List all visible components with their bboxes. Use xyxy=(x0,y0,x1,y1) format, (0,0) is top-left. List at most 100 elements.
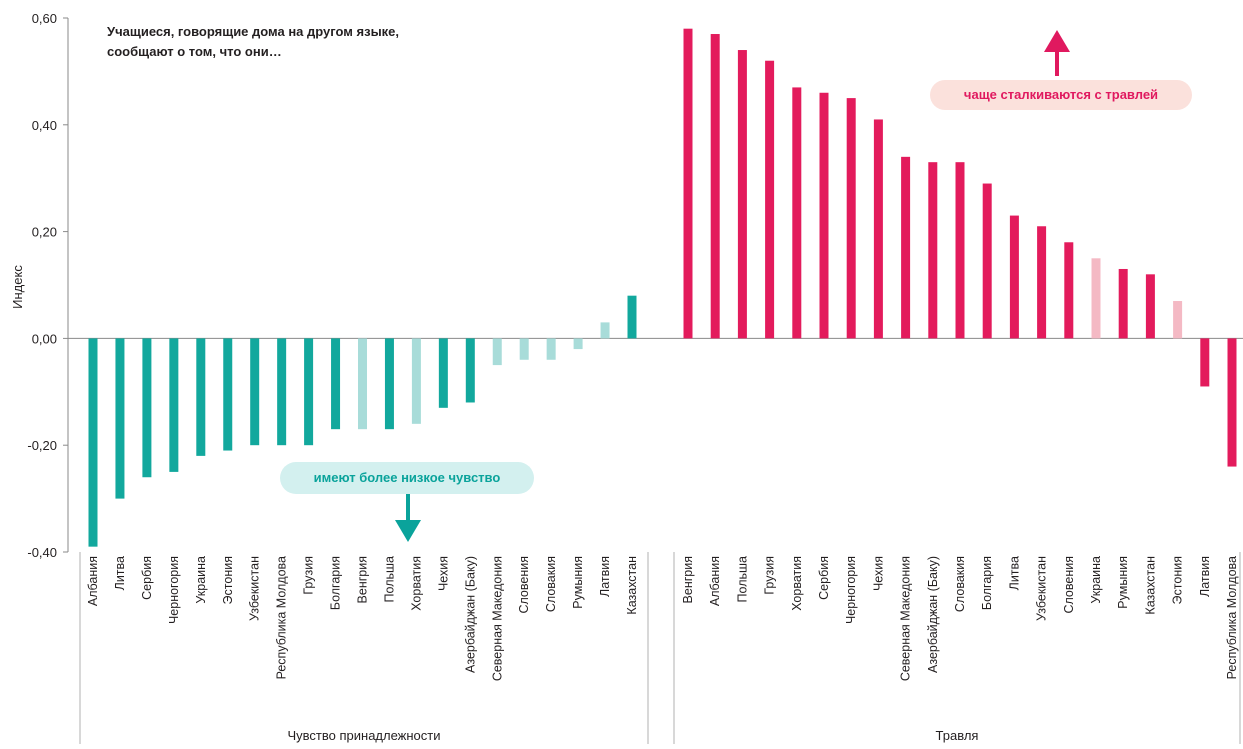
x-tick-label: Латвия xyxy=(1198,556,1212,597)
bar xyxy=(737,50,747,339)
bar xyxy=(358,338,367,430)
x-tick-label: Болгария xyxy=(980,556,994,610)
x-tick-label: Словения xyxy=(517,556,531,614)
bar xyxy=(1064,242,1074,339)
bar xyxy=(250,338,260,446)
x-tick-label: Украина xyxy=(1089,556,1103,604)
bar xyxy=(955,162,965,339)
bar xyxy=(331,338,341,430)
bar xyxy=(411,338,421,424)
x-tick-label: Украина xyxy=(194,556,208,604)
bar xyxy=(1037,226,1047,339)
x-tick-label: Азербайджан (Баку) xyxy=(463,556,477,673)
x-tick-label: Узбекистан xyxy=(248,556,262,621)
x-tick-label: Сербия xyxy=(817,556,831,600)
bar xyxy=(627,295,637,339)
bar xyxy=(928,162,938,339)
x-tick-label: Эстония xyxy=(1171,556,1185,604)
group-title: Травля xyxy=(936,728,979,743)
axes xyxy=(63,17,1243,744)
x-tick-label: Словакия xyxy=(953,556,967,612)
x-tick-label: Венгрия xyxy=(681,556,695,603)
y-tick-label: -0,40 xyxy=(27,545,57,560)
x-tick-label: Болгария xyxy=(329,556,343,610)
bar xyxy=(1200,338,1210,387)
bar xyxy=(438,338,448,408)
x-tick-label: Польша xyxy=(382,556,396,602)
chart-note-line-1: Учащиеся, говорящие дома на другом языке… xyxy=(107,24,400,39)
bar xyxy=(819,92,829,339)
x-tick-label: Азербайджан (Баку) xyxy=(926,556,940,673)
chart-note: Учащиеся, говорящие дома на другом языке… xyxy=(107,22,437,62)
bar xyxy=(546,338,556,360)
x-tick-label: Албания xyxy=(708,556,722,606)
x-tick-label: Казахстан xyxy=(625,556,639,615)
y-tick-label: 0,40 xyxy=(32,118,57,133)
group-title: Чувство принадлежности xyxy=(288,728,441,743)
bar xyxy=(1145,274,1155,339)
bar xyxy=(169,338,179,472)
bullying-annotation: чаще сталкиваются с травлей xyxy=(930,80,1192,110)
labels: -0,40 -0,20 0,00 0,20 0,40 0,60 Индекс Албания Л… xyxy=(10,11,1239,743)
x-tick-label: Венгрия xyxy=(356,556,370,603)
x-tick-label: Чехия xyxy=(871,556,885,591)
bar xyxy=(492,338,502,366)
bar xyxy=(710,34,720,339)
bar xyxy=(901,156,911,339)
bar xyxy=(88,338,98,547)
x-tick-label: Черногория xyxy=(844,556,858,624)
x-tick-label: Словения xyxy=(1062,556,1076,614)
x-tick-label: Литва xyxy=(1007,556,1021,590)
down-arrow-head-icon xyxy=(395,520,421,542)
y-tick-label: 0,20 xyxy=(32,225,57,240)
x-tick-label: Грузия xyxy=(302,556,316,595)
bar xyxy=(196,338,206,456)
x-tick-label: Республика Молдова xyxy=(275,556,289,679)
bar xyxy=(573,338,583,350)
x-tick-label: Хорватия xyxy=(790,556,804,611)
x-tick-label: Литва xyxy=(113,556,127,590)
x-tick-label: Грузия xyxy=(763,556,777,595)
bar xyxy=(765,60,775,339)
bar xyxy=(277,338,287,446)
bar xyxy=(519,338,529,360)
x-tick-label: Румыния xyxy=(571,556,585,609)
x-tick-label: Казахстан xyxy=(1143,556,1157,615)
x-tick-label: Узбекистан xyxy=(1035,556,1049,621)
belonging-annotation: имеют более низкое чувство xyxy=(280,462,534,494)
bar xyxy=(982,183,992,339)
x-tick-label: Румыния xyxy=(1116,556,1130,609)
bar xyxy=(223,338,233,451)
bar xyxy=(1009,215,1019,339)
bar xyxy=(846,98,856,339)
bar xyxy=(304,338,314,446)
x-tick-label: Албания xyxy=(86,556,100,606)
x-tick-label: Словакия xyxy=(544,556,558,612)
chart-note-line-2: сообщают о том, что они… xyxy=(107,44,282,59)
x-tick-label: Чехия xyxy=(436,556,450,591)
bar xyxy=(1173,301,1183,339)
x-tick-label: Эстония xyxy=(221,556,235,604)
x-tick-label: Сербия xyxy=(140,556,154,600)
bar xyxy=(1227,338,1237,467)
x-tick-label: Хорватия xyxy=(409,556,423,611)
x-tick-label: Республика Молдова xyxy=(1225,556,1239,679)
bar xyxy=(873,119,883,339)
y-tick-label: -0,20 xyxy=(27,438,57,453)
y-tick-label: 0,60 xyxy=(32,11,57,26)
bar xyxy=(115,338,125,499)
bar xyxy=(600,322,610,339)
up-arrow-head-icon xyxy=(1044,30,1070,52)
bars xyxy=(88,28,1237,547)
bar xyxy=(792,87,802,339)
bar xyxy=(683,28,693,339)
x-tick-label: Северная Македония xyxy=(490,556,504,681)
bar xyxy=(142,338,152,478)
x-tick-label: Латвия xyxy=(598,556,612,597)
x-tick-label: Северная Македония xyxy=(899,556,913,681)
bar xyxy=(465,338,475,403)
bar xyxy=(1091,258,1101,339)
x-tick-label: Черногория xyxy=(167,556,181,624)
bar xyxy=(1118,268,1128,339)
